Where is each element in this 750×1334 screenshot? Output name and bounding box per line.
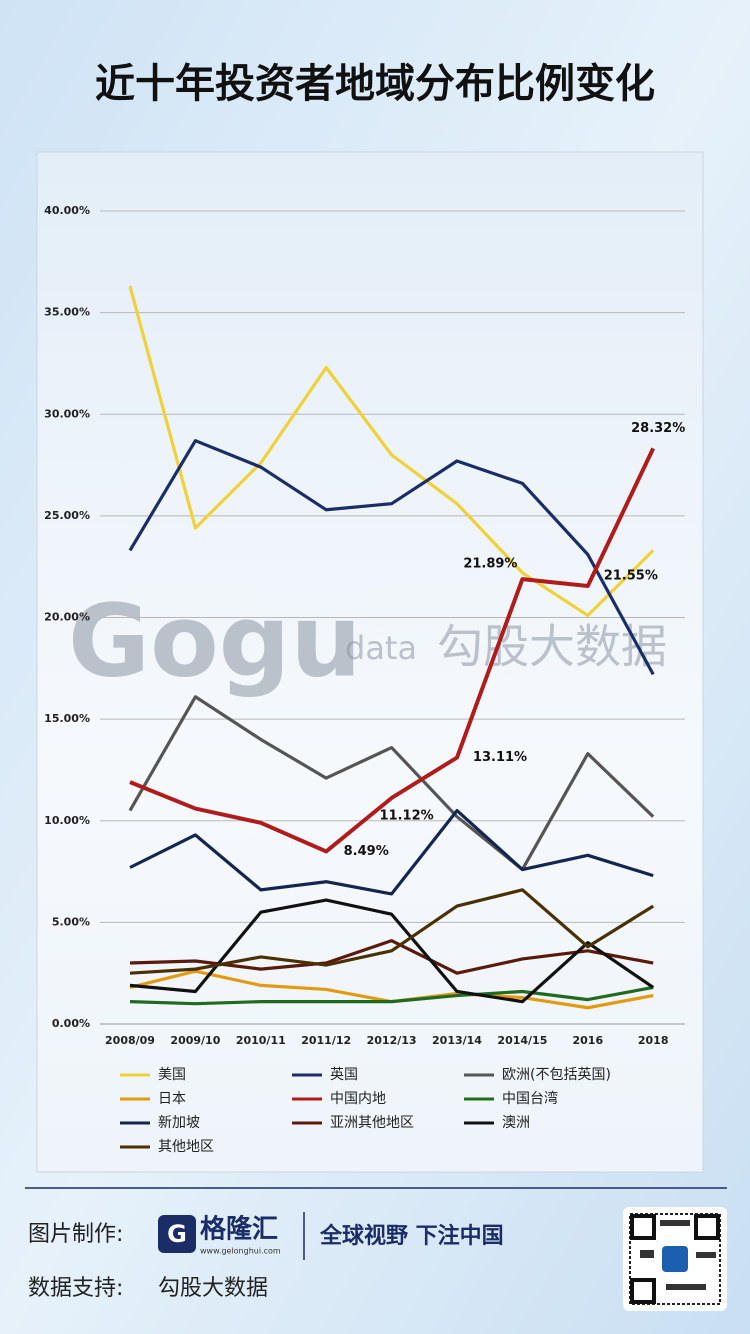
x-tick-label: 2018 xyxy=(638,1034,669,1047)
series-line xyxy=(129,985,654,1006)
data-label: 21.89% xyxy=(463,557,517,572)
x-tick-label: 2010/11 xyxy=(236,1034,286,1047)
y-tick-label: 0.00% xyxy=(52,1017,90,1030)
watermark-name: 勾股大数据 xyxy=(437,620,667,674)
x-tick-label: 2013/14 xyxy=(432,1034,482,1047)
x-tick-label: 2008/09 xyxy=(105,1034,155,1047)
legend-label: 亚洲其他地区 xyxy=(330,1115,414,1131)
y-tick-label: 25.00% xyxy=(44,509,90,522)
series-line xyxy=(128,695,655,872)
y-tick-label: 15.00% xyxy=(44,712,90,725)
legend-label: 英国 xyxy=(330,1066,358,1083)
data-source: 勾股大数据 xyxy=(158,1276,268,1301)
watermark-logo: Gogu xyxy=(68,582,362,699)
legend-label: 其他地区 xyxy=(158,1139,214,1155)
y-tick-label: 40.00% xyxy=(44,204,90,217)
website: www.gelonghui.com xyxy=(200,1247,281,1256)
series-line xyxy=(129,888,655,975)
y-tick-label: 30.00% xyxy=(44,407,90,420)
qr-code xyxy=(623,1207,727,1311)
series-line xyxy=(128,285,655,618)
legend-label: 澳洲 xyxy=(502,1115,530,1131)
legend-label: 中国内地 xyxy=(330,1091,386,1107)
legend-label: 美国 xyxy=(158,1067,186,1083)
slogan: 全球视野 下注中国 xyxy=(319,1223,504,1249)
watermark-sub: data xyxy=(345,629,417,667)
brand-icon xyxy=(158,1215,196,1253)
series-line xyxy=(129,808,654,896)
data-label: 数据支持: xyxy=(28,1276,123,1301)
legend-label: 日本 xyxy=(158,1091,186,1107)
chart-title: 近十年投资者地域分布比例变化 xyxy=(95,61,655,107)
series-line xyxy=(129,447,656,854)
x-tick-label: 2009/10 xyxy=(170,1034,220,1047)
data-label: 28.32% xyxy=(631,421,685,436)
brand: 格隆汇 xyxy=(200,1214,278,1245)
legend-label: 新加坡 xyxy=(158,1115,200,1131)
y-tick-label: 35.00% xyxy=(44,306,90,319)
x-tick-label: 2011/12 xyxy=(301,1034,351,1047)
x-tick-label: 2012/13 xyxy=(367,1034,417,1047)
brand-icon-letter: G xyxy=(167,1220,187,1248)
watermark: Gogu data 勾股大数据 xyxy=(68,582,667,699)
legend-label: 欧洲(不包括英国) xyxy=(502,1066,611,1083)
made-by-label: 图片制作: xyxy=(28,1222,123,1247)
data-label: 21.55% xyxy=(604,568,658,583)
data-label: 8.49% xyxy=(344,844,389,859)
x-tick-label: 2016 xyxy=(572,1034,603,1047)
y-tick-label: 10.00% xyxy=(44,814,90,827)
series-line xyxy=(128,439,655,676)
x-tick-label: 2014/15 xyxy=(497,1034,547,1047)
legend-label: 中国台湾 xyxy=(502,1090,558,1107)
y-tick-label: 5.00% xyxy=(52,915,90,928)
y-tick-label: 20.00% xyxy=(44,611,90,624)
data-label: 11.12% xyxy=(380,808,434,823)
plot: 0.00% 5.00% 10.00% 15.00% 20.00% 25.00% 30.00%… xyxy=(44,204,685,1155)
data-label: 13.11% xyxy=(473,750,527,765)
